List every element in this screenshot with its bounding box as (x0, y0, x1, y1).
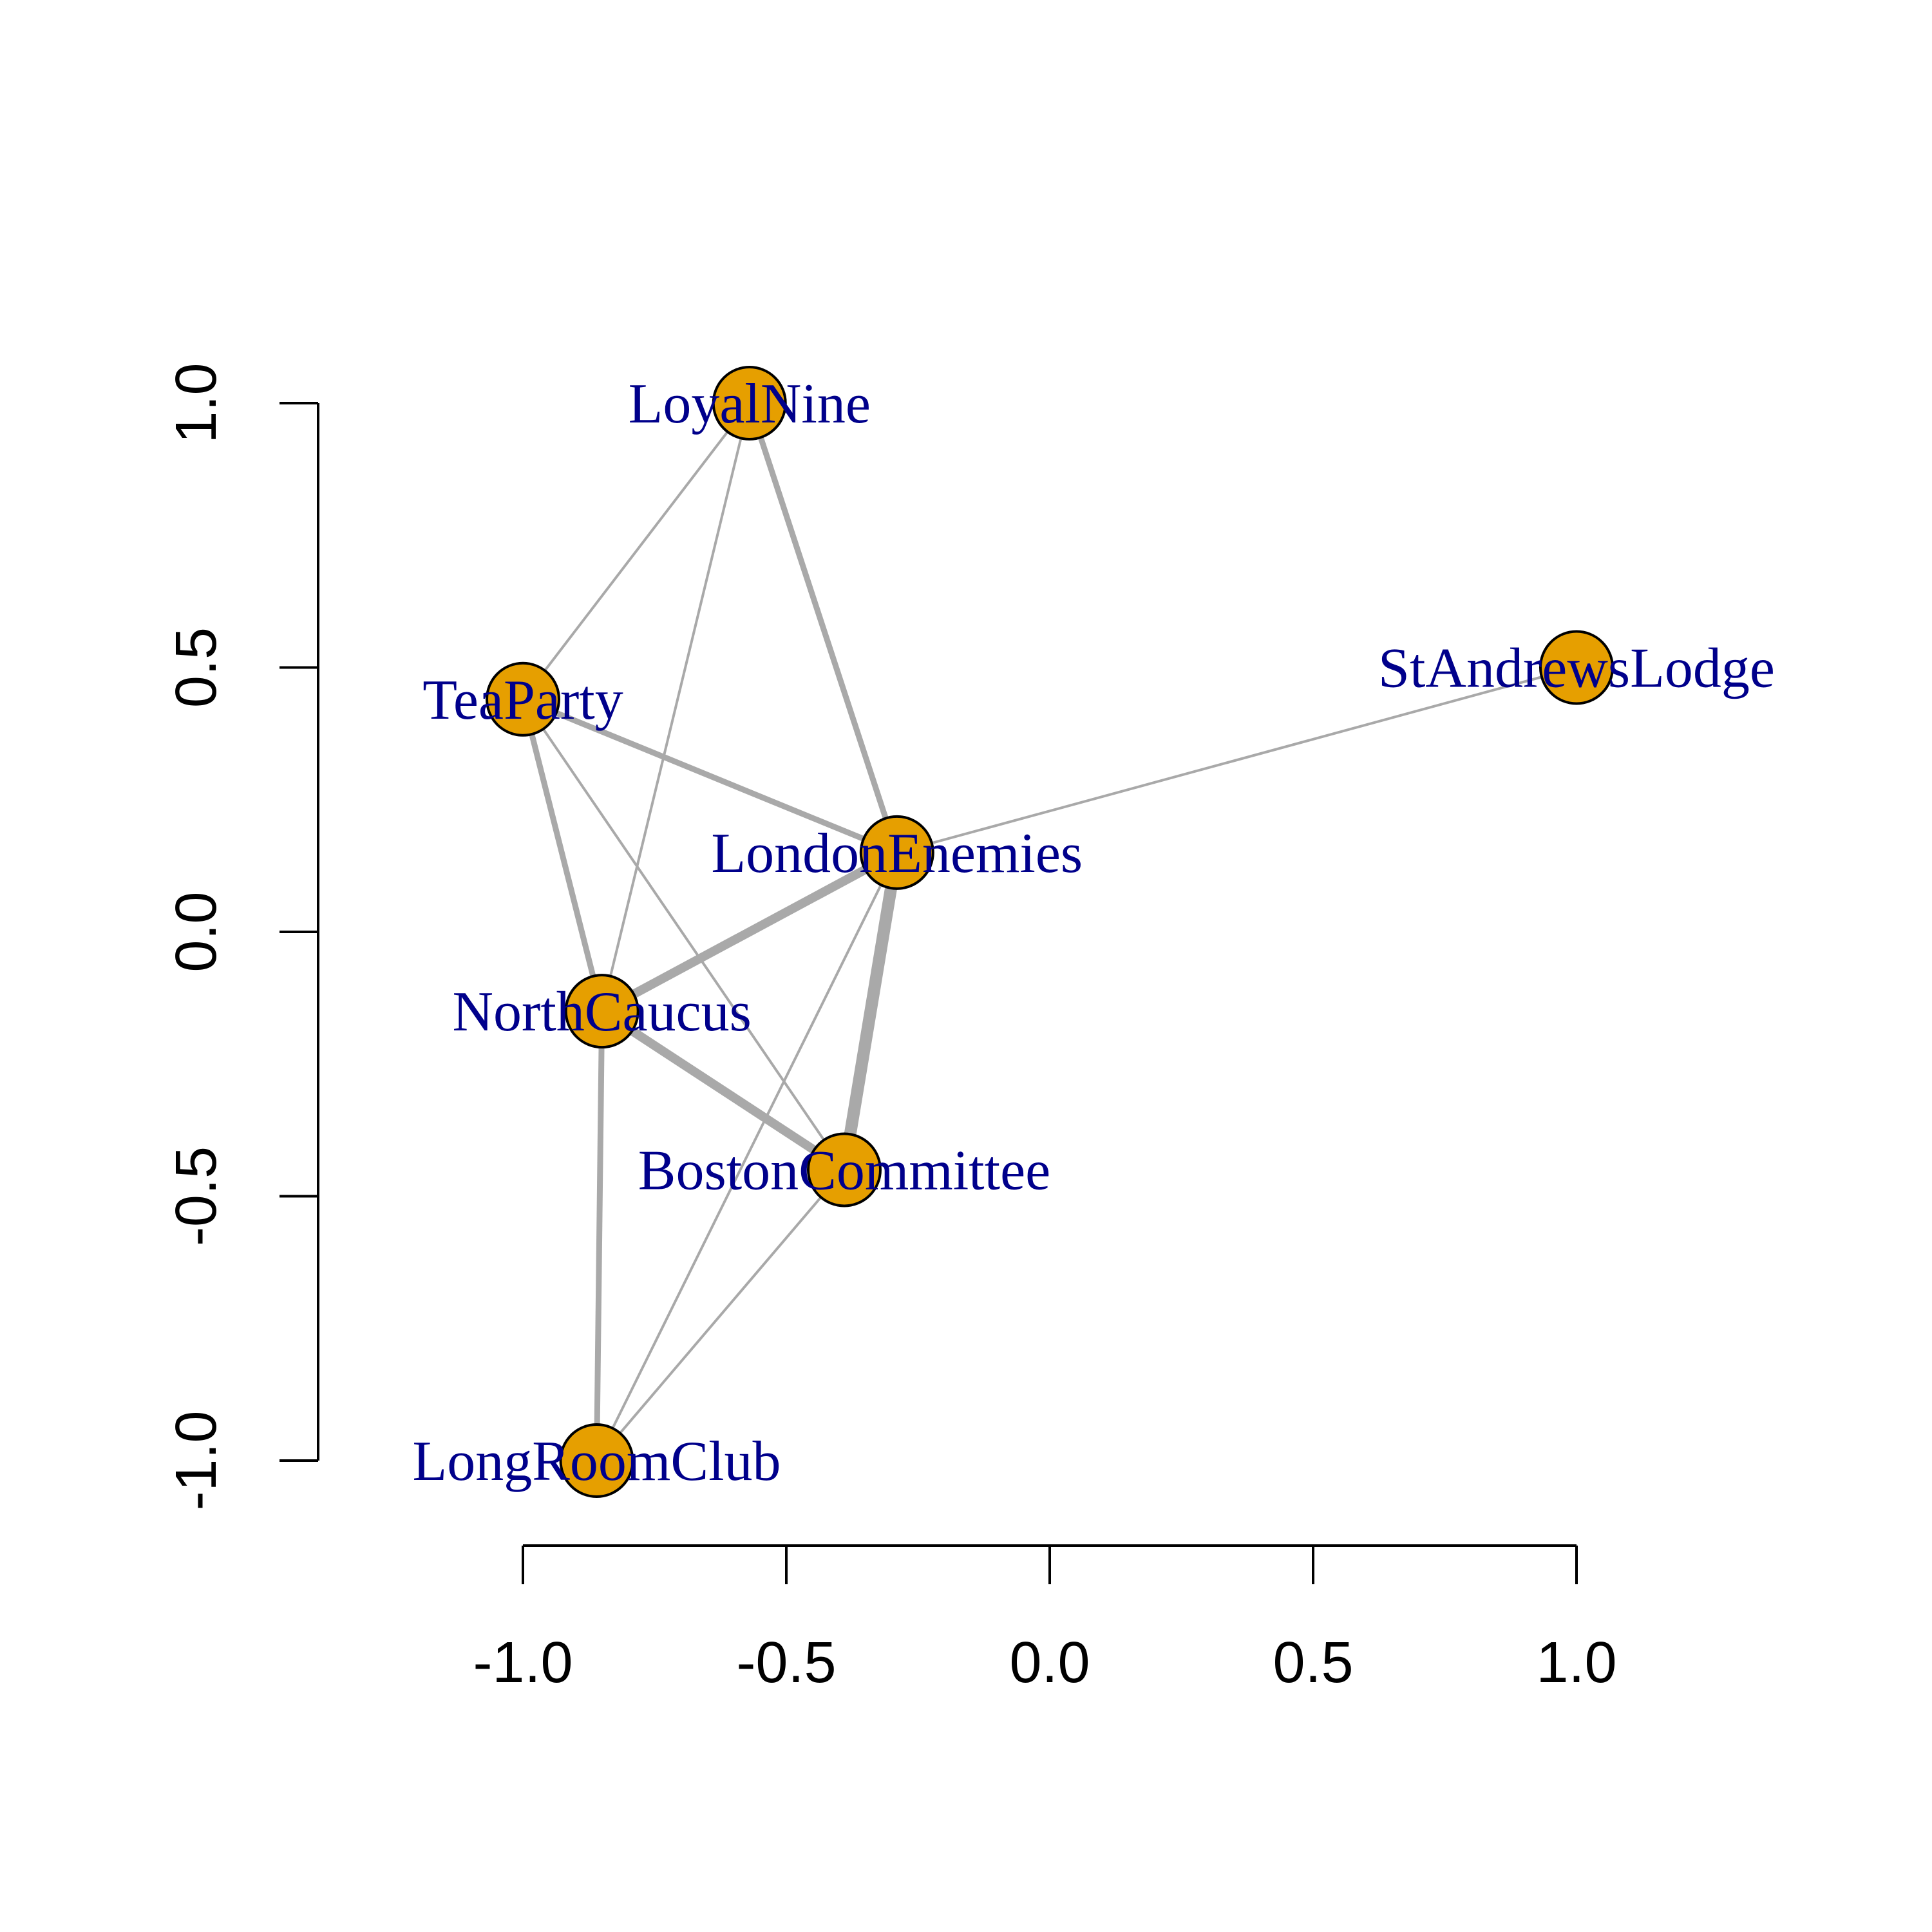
edge-teaparty-bostoncommittee (522, 698, 846, 1171)
node-londonenemies (859, 815, 934, 890)
node-label-longroomclub: LongRoomClub (412, 1430, 781, 1493)
labels-layer: LoyalNine TeaParty StAndrewsLodge LondonEne… (412, 373, 1774, 1493)
edge-londonenemies-bostoncommittee (838, 851, 904, 1171)
edge-londonenemies-longroomclub (595, 851, 898, 1461)
edge-teaparty-northcaucus (520, 698, 605, 1012)
edge-standrewslodge-londonenemies (896, 666, 1577, 854)
y-tick-label: -0.5 (164, 1146, 229, 1246)
node-loyalnine (712, 366, 787, 440)
nodes-layer (486, 366, 1614, 1498)
edges-layer (520, 402, 1577, 1462)
x-tick-label: 0.0 (1009, 1631, 1090, 1695)
node-standrewslodge (1539, 630, 1614, 705)
node-label-northcaucus: NorthCaucus (453, 981, 752, 1043)
node-label-bostoncommittee: BostonCommittee (638, 1139, 1050, 1202)
node-label-teaparty: TeaParty (422, 669, 623, 732)
x-tick-label: 1.0 (1536, 1631, 1616, 1695)
node-label-loyalnine: LoyalNine (629, 373, 871, 435)
edge-northcaucus-bostoncommittee (599, 1007, 847, 1174)
node-label-londonenemies: LondonEnemies (711, 822, 1083, 885)
edge-londonenemies-northcaucus (600, 848, 900, 1016)
edge-teaparty-londonenemies (522, 696, 898, 856)
x-tick-label: 0.5 (1273, 1631, 1353, 1695)
y-tick-label: 0.5 (164, 627, 229, 708)
edge-loyalnine-northcaucus (600, 402, 751, 1012)
node-northcaucus (564, 974, 639, 1049)
node-longroomclub (559, 1423, 634, 1498)
edge-bostoncommittee-longroomclub (595, 1169, 846, 1462)
y-tick-label: 0.0 (164, 891, 229, 972)
edge-loyalnine-teaparty (522, 402, 751, 700)
x-tick-label: -0.5 (736, 1631, 836, 1695)
y-tick-label: 1.0 (164, 363, 229, 443)
edge-northcaucus-longroomclub (594, 1011, 605, 1461)
node-label-standrewslodge: StAndrewsLodge (1378, 638, 1775, 700)
y-axis: -1.0 -0.5 0.0 0.5 1.0 (164, 363, 319, 1511)
node-bostoncommittee (806, 1132, 882, 1208)
node-teaparty (486, 661, 560, 737)
x-axis: -1.0 -0.5 0.0 0.5 1.0 (473, 1544, 1617, 1695)
y-tick-label: -1.0 (164, 1410, 229, 1510)
x-tick-label: -1.0 (473, 1631, 573, 1695)
edge-loyalnine-londonenemies (746, 402, 900, 854)
